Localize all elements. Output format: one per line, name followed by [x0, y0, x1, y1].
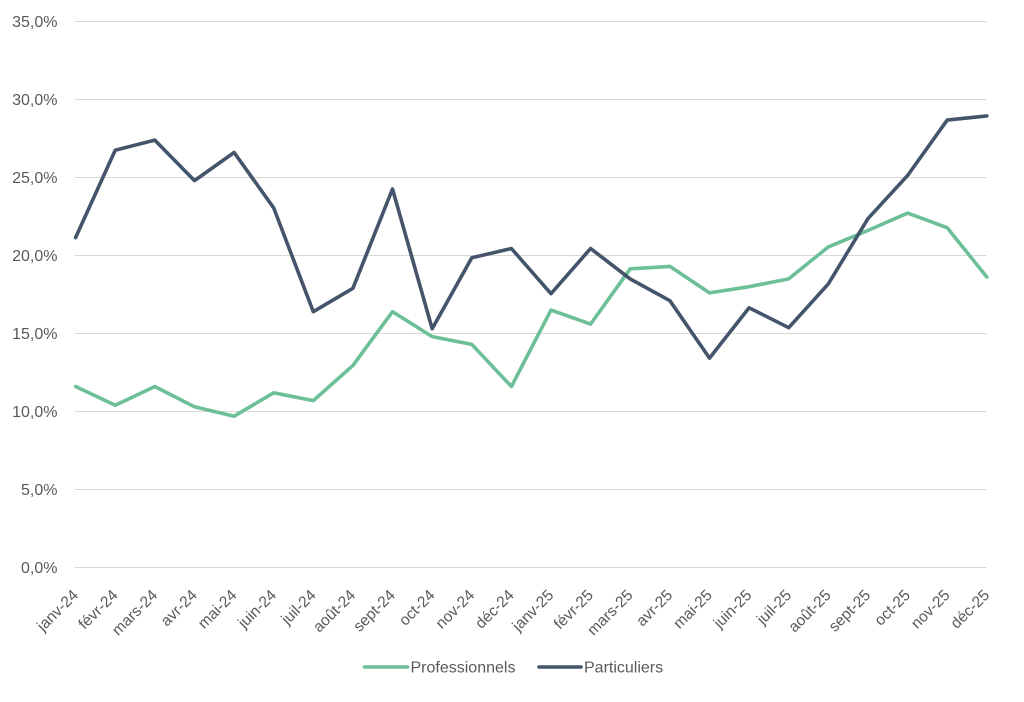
- svg-text:5,0%: 5,0%: [21, 482, 57, 499]
- svg-text:10,0%: 10,0%: [12, 404, 57, 421]
- svg-text:20,0%: 20,0%: [12, 248, 57, 265]
- svg-text:35,0%: 35,0%: [12, 14, 57, 31]
- svg-text:Professionnels: Professionnels: [411, 660, 516, 677]
- svg-text:15,0%: 15,0%: [12, 326, 57, 343]
- svg-text:30,0%: 30,0%: [12, 92, 57, 109]
- svg-text:25,0%: 25,0%: [12, 170, 57, 187]
- svg-text:0,0%: 0,0%: [21, 560, 57, 577]
- svg-text:Particuliers: Particuliers: [584, 660, 663, 677]
